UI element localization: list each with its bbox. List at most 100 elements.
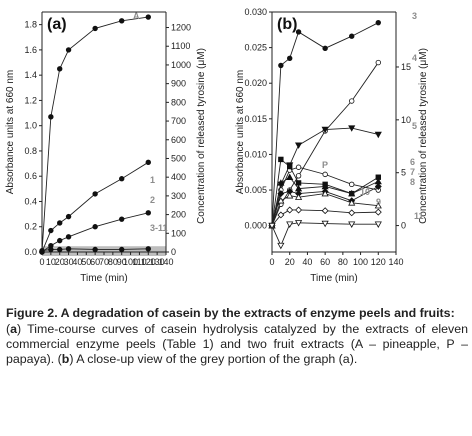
y2-tick-label: 1000 [171,60,191,70]
series-label-7: 7 [410,167,415,177]
data-point-3 [295,29,302,35]
figure-charts: 0 1020304050607080901001101201301400.00.2… [5,7,429,284]
y-tick-label: 0.0 [24,247,37,257]
x-tick-label: 80 [338,257,348,267]
y2-tick-label: 700 [171,116,186,126]
y2-axis-label: Concentration of released tyrosine (μM) [418,48,429,224]
y-tick-label: 0.030 [244,7,267,17]
series-label-6: 6 [410,157,415,167]
data-point-2 [65,234,72,240]
data-point-11 [268,222,276,230]
data-point-1 [145,159,151,166]
x-tick-label: 70 [99,257,109,267]
x-tick-label: 110 [132,257,146,267]
series-label-1: 1 [150,175,155,185]
data-point-7 [348,189,356,197]
x-tick-label: 140 [158,257,173,267]
x-tick-label: 120 [371,257,386,267]
y-tick-label: 0.6 [24,171,37,181]
series-label-3: 3 [412,11,417,21]
panel-label: (b) [277,16,297,33]
data-point-A [65,47,72,53]
x-tick-label: 140 [388,257,403,267]
data-point-9 [295,206,303,214]
chart-panel-a: 0 1020304050607080901001101201301400.00.2… [5,11,207,284]
data-point-11 [286,221,294,228]
y2-tick-label: 1200 [171,23,191,33]
data-point-11 [321,220,329,228]
data-point-P [295,164,302,170]
data-point-2 [145,210,151,216]
data-point-5 [374,131,382,139]
data-point-11 [294,220,303,227]
data-point-3-11 [92,246,98,253]
data-point-3 [287,55,293,61]
series-label-10: 10 [360,187,370,197]
x-tick-label: 100 [353,257,368,267]
data-point-2 [119,216,125,222]
data-point-10 [277,197,285,204]
data-point-3 [375,19,381,26]
x-tick-label: 30 [64,257,74,267]
data-point-P [322,171,328,178]
data-point-6 [295,180,302,186]
data-point-3-11 [119,246,125,253]
series-label-2: 2 [150,195,155,205]
grey-zoom-band [42,246,166,256]
y-tick-label: 0.4 [24,196,37,206]
x-tick-label: 20 [285,257,295,267]
y-tick-label: 0.005 [244,185,267,195]
y-tick-label: 0.025 [244,43,267,53]
data-point-10 [374,201,382,209]
data-point-11 [348,221,356,228]
data-point-9 [321,207,329,215]
x-tick-label: 100 [123,257,138,267]
data-point-7 [286,173,294,180]
x-tick-label: 0 [269,257,274,267]
series-label-8: 8 [410,177,415,187]
x-tick-label: 0 [39,257,44,267]
series-line-2 [41,212,149,253]
data-point-P [349,181,355,188]
data-point-3-11 [145,246,151,252]
data-point-10 [348,199,356,206]
x-tick-label: 10 [46,257,56,267]
y-tick-label: 0.2 [24,222,37,232]
x-tick-label: 80 [108,257,118,267]
data-point-10 [286,192,294,199]
caption-part: b [61,352,70,366]
chart-panel-b: 0 20 40 60 80 100 120 1400.0000.0050.0100.0150.… [235,7,429,284]
data-point-A [92,25,98,32]
y-tick-label: 1.2 [24,95,37,105]
y2-tick-label: 800 [171,97,186,107]
data-point-5 [321,126,329,134]
data-point-9 [286,206,294,214]
data-point-8 [374,183,382,190]
data-point-2 [92,224,98,230]
series-label-P: P [322,160,328,170]
series-label-3-11: 3-11 [150,223,168,233]
data-point-11 [374,221,382,228]
figure-caption: Figure 2. A degradation of casein by the… [6,306,468,367]
x-tick-label: 20 [55,257,65,267]
y2-tick-label: 400 [171,172,186,182]
y2-tick-label: 0 [401,221,406,231]
caption-part: ( [6,322,11,336]
data-point-4 [295,173,302,179]
data-point-A [57,66,63,72]
data-point-3-11 [39,248,45,254]
x-tick-label: 60 [90,257,100,267]
y-tick-label: 1.4 [24,70,37,80]
y2-tick-label: 15 [401,62,411,72]
x-tick-label: 50 [81,257,91,267]
y2-tick-label: 900 [171,79,186,89]
data-point-1 [48,227,54,234]
data-point-8 [277,190,285,198]
data-point-5 [348,125,356,132]
x-tick-label: 40 [72,257,82,267]
data-point-3-11 [65,246,72,252]
y-tick-label: 0.020 [244,78,267,88]
y-tick-label: 1.0 [24,121,37,131]
y2-tick-label: 100 [171,228,186,238]
y-axis-label: Absorbance units at 660 nm [5,70,16,195]
